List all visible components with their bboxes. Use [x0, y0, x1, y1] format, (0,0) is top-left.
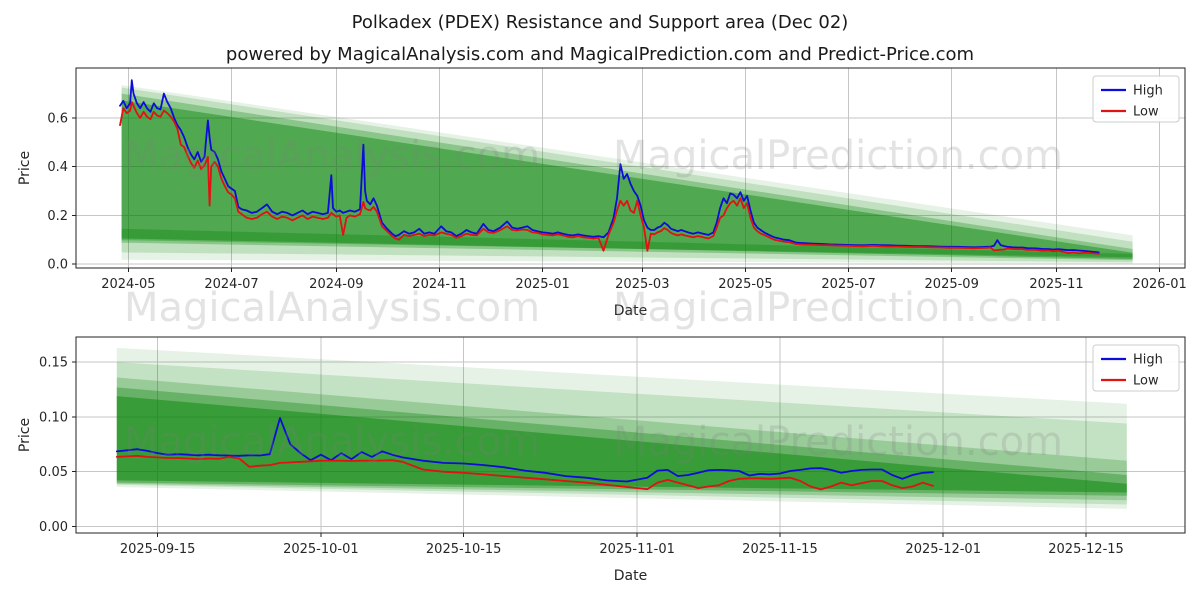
- low-line: [119, 101, 1100, 255]
- x-axis-label: Date: [614, 303, 647, 319]
- legend: High Low: [1092, 344, 1180, 392]
- page-subtitle: powered by MagicalAnalysis.com and Magic…: [225, 44, 975, 65]
- x-tick-label: 2025-07: [821, 277, 875, 292]
- x-axis-label: Date: [614, 568, 647, 584]
- chart-main-history: 2024-05 2024-07 2024-09 2024-11 2025-01 2025-…: [17, 67, 1187, 319]
- x-tick-label: 2025-11-15: [742, 542, 818, 557]
- x-tick-label: 2025-11: [1029, 277, 1083, 292]
- y-tick-label: 0.15: [39, 356, 68, 371]
- x-tick-label: 2025-09: [925, 277, 979, 292]
- page-title: Polkadex (PDEX) Resistance and Support a…: [351, 12, 849, 33]
- x-tick-label: 2025-12-15: [1048, 542, 1124, 557]
- y-tick-label: 0.6: [47, 111, 68, 126]
- watermark-text: MagicalPrediction.com: [613, 419, 1063, 465]
- axes-frame: [75, 67, 1186, 269]
- y-axis-label: Price: [17, 418, 33, 452]
- low-line: [115, 454, 934, 491]
- x-tick-label: 2025-11-01: [599, 542, 675, 557]
- x-tick-label: 2024-11: [412, 277, 466, 292]
- chart-recent-forecast: 2025-09-15 2025-10-01 2025-10-15 2025-11-01…: [17, 336, 1186, 584]
- legend-label: High: [1133, 353, 1163, 368]
- y-tick-label: 0.0: [47, 258, 68, 273]
- x-tick-label: 2026-01: [1132, 277, 1186, 292]
- legend: High Low: [1092, 75, 1180, 123]
- legend-label: Low: [1133, 374, 1159, 389]
- legend-label: High: [1133, 84, 1163, 99]
- y-axis-label: Price: [17, 151, 33, 185]
- x-tick-label: 2025-09-15: [120, 542, 196, 557]
- x-tick-label: 2025-10-15: [426, 542, 502, 557]
- x-tick-label: 2025-12-01: [905, 542, 981, 557]
- x-tick-label: 2024-07: [204, 277, 258, 292]
- y-tick-label: 0.2: [47, 209, 68, 224]
- watermark-text: MagicalAnalysis.com: [124, 285, 540, 331]
- high-line: [119, 79, 1100, 254]
- y-tick-label: 0.00: [39, 520, 68, 535]
- support-resistance-band: [116, 396, 1127, 493]
- x-tick-label: 2025-10-01: [283, 542, 359, 557]
- x-tick-label: 2025-01: [515, 277, 569, 292]
- watermark-text: MagicalAnalysis.com: [124, 419, 540, 465]
- watermark-text: MagicalAnalysis.com: [124, 133, 540, 179]
- watermark-text: MagicalPrediction.com: [613, 133, 1063, 179]
- support-resistance-band: [121, 100, 1133, 260]
- watermark-text: MagicalPrediction.com: [613, 285, 1063, 331]
- x-tick-label: 2024-09: [309, 277, 363, 292]
- x-tick-label: 2025-05: [718, 277, 772, 292]
- x-tick-label: 2024-05: [101, 277, 155, 292]
- y-tick-label: 0.4: [47, 160, 68, 175]
- support-resistance-band: [121, 228, 1133, 258]
- y-tick-label: 0.10: [39, 410, 68, 425]
- x-tick-label: 2025-03: [615, 277, 669, 292]
- axes-frame: [75, 336, 1186, 534]
- legend-label: Low: [1133, 105, 1159, 120]
- y-tick-label: 0.05: [39, 465, 68, 480]
- high-line: [115, 417, 934, 483]
- support-resistance-band: [121, 93, 1133, 261]
